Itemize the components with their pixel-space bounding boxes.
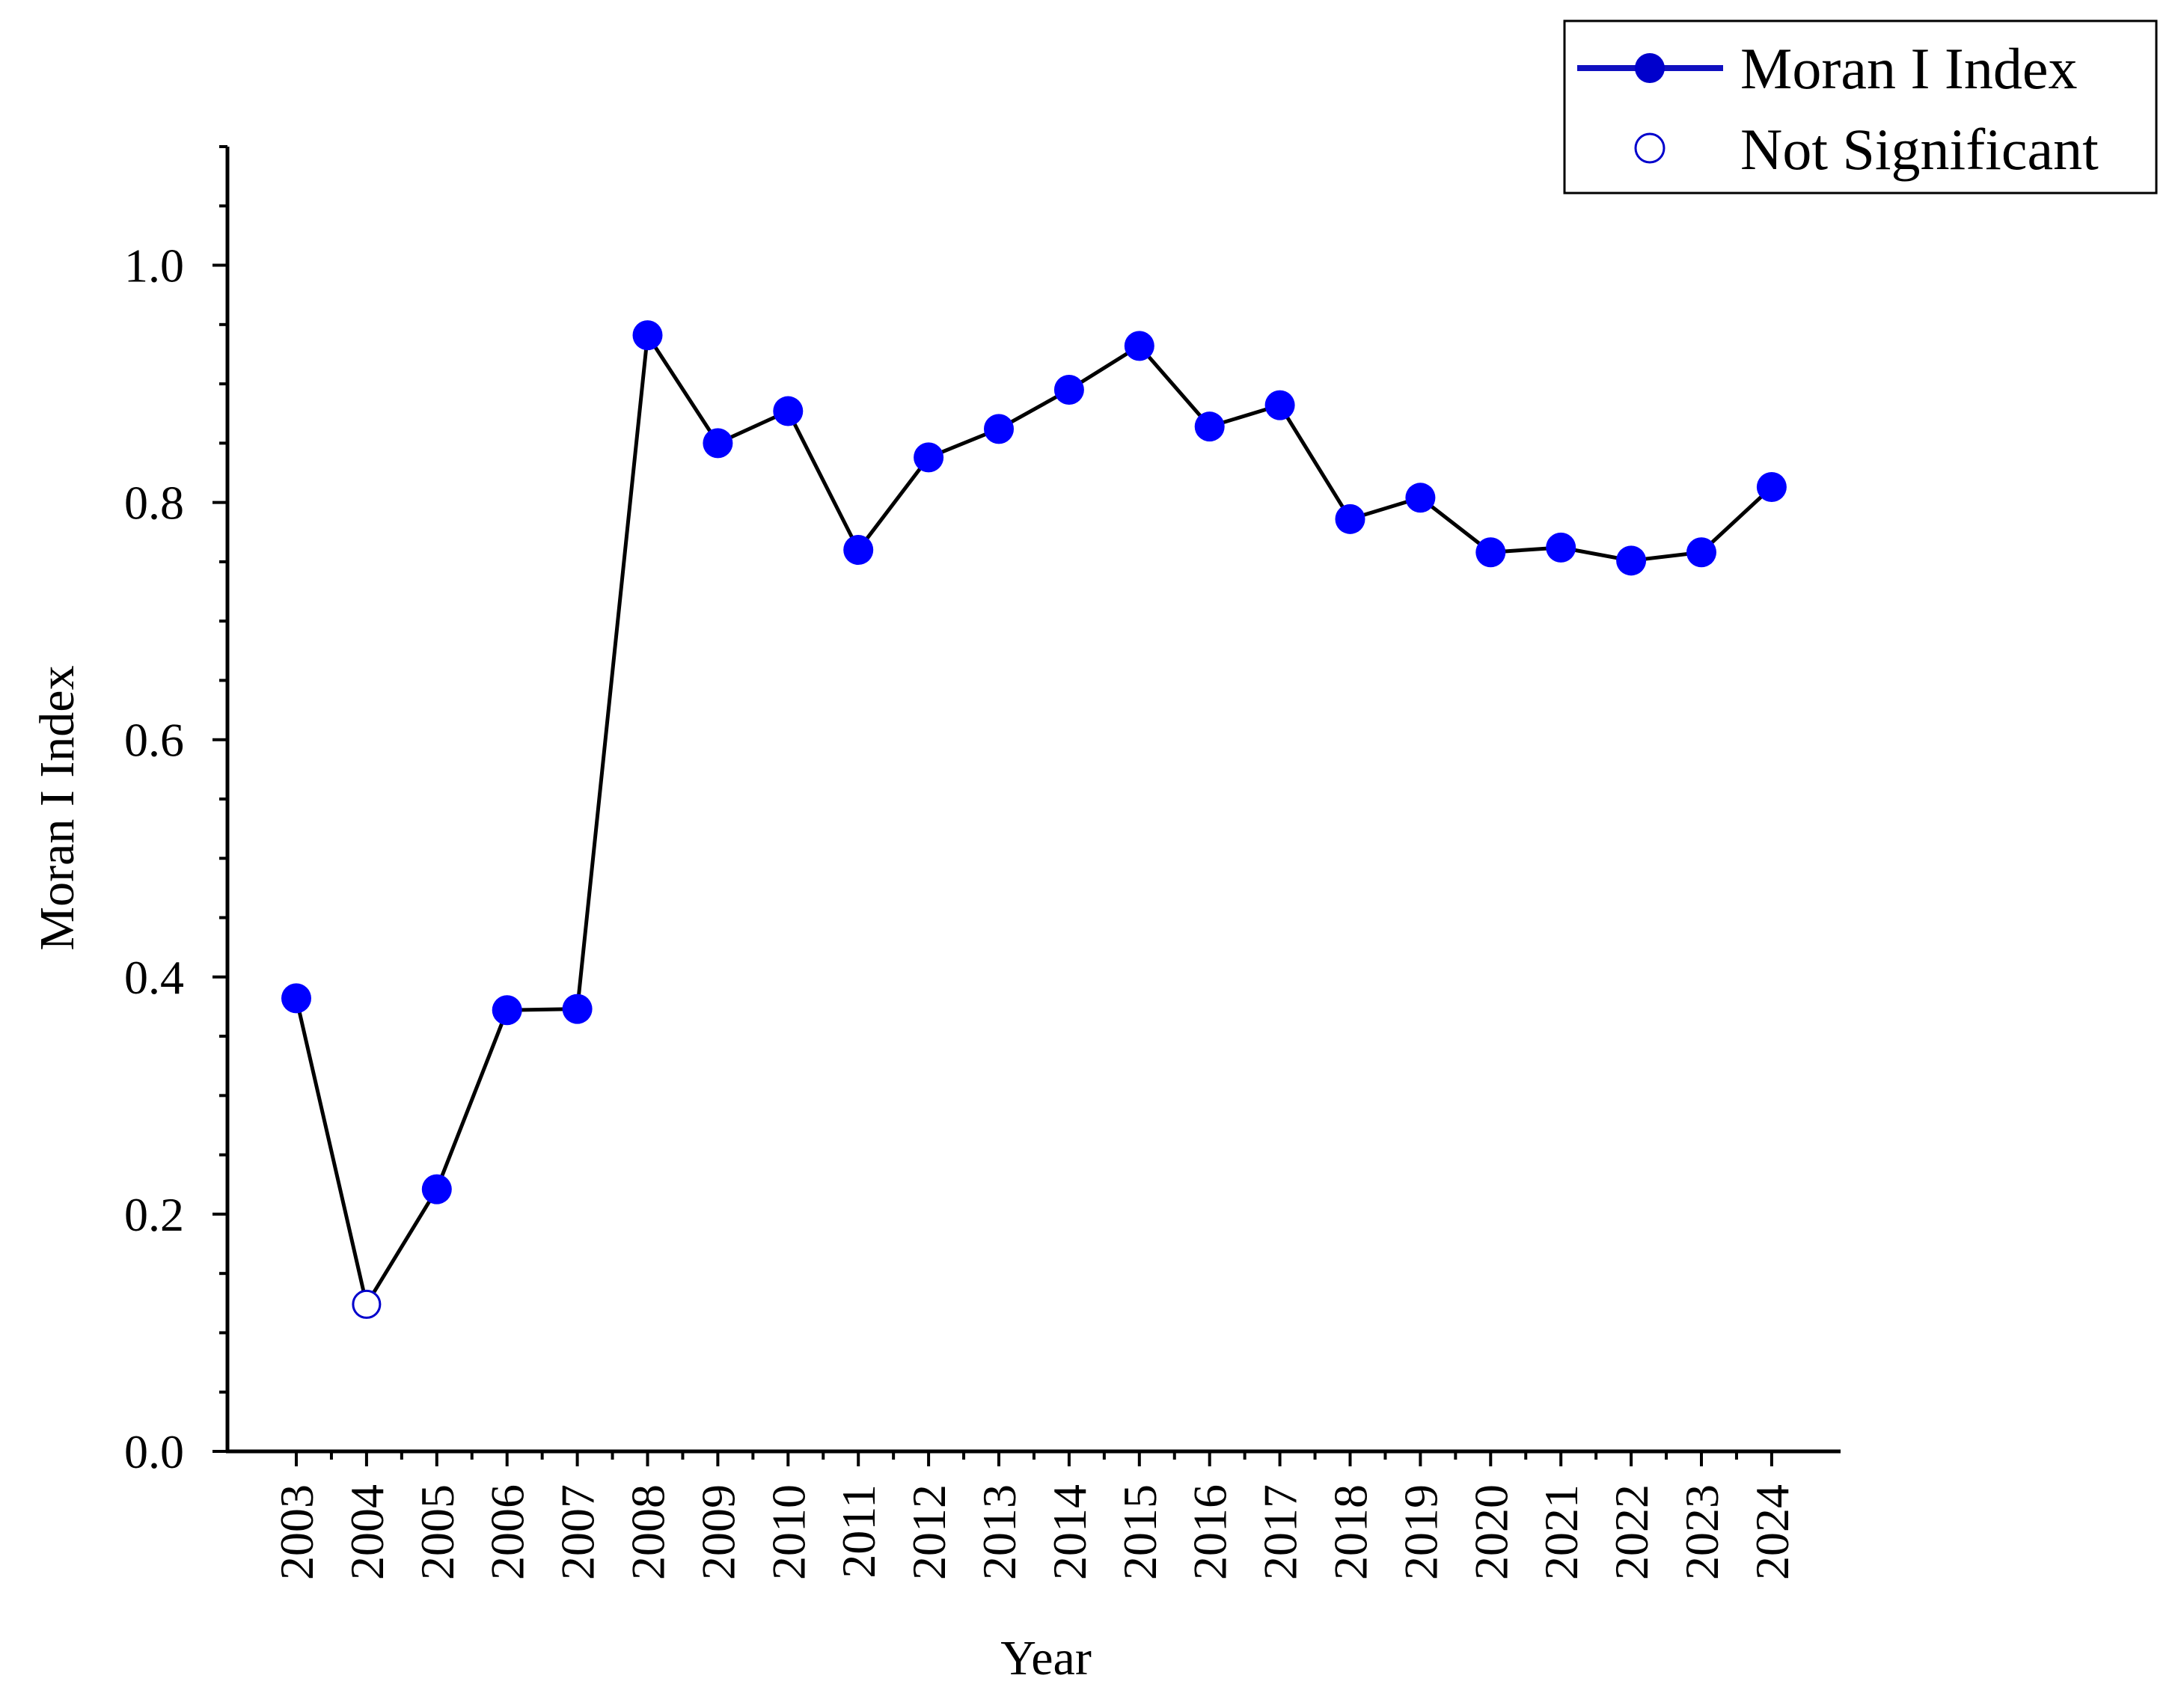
data-point [914, 442, 944, 473]
data-point [492, 995, 522, 1026]
data-point [1053, 375, 1084, 405]
data-point [1616, 545, 1647, 576]
x-tick-label: 2003 [270, 1484, 323, 1580]
legend: Moran I Index Not Significant [1563, 19, 2158, 195]
y-axis-title: Moran I Index [30, 665, 85, 950]
x-tick-label: 2008 [622, 1484, 675, 1580]
data-point [632, 320, 663, 351]
data-point [1756, 472, 1787, 503]
x-tick-label: 2004 [340, 1484, 394, 1580]
y-tick-label: 0.4 [124, 951, 184, 1004]
data-point [1335, 503, 1365, 534]
x-tick-label: 2022 [1605, 1484, 1658, 1580]
x-tick-label: 2019 [1394, 1484, 1447, 1580]
x-tick-label: 2021 [1535, 1484, 1588, 1580]
data-point [1264, 390, 1295, 420]
x-tick-label: 2009 [691, 1484, 744, 1580]
x-tick-label: 2015 [1113, 1484, 1166, 1580]
data-point [281, 983, 311, 1014]
x-tick-label: 2024 [1746, 1484, 1799, 1580]
x-tick-label: 2006 [481, 1484, 534, 1580]
data-point [1124, 331, 1154, 361]
x-axis-title: Year [1000, 1631, 1092, 1686]
legend-label-moran-i-index: Moran I Index [1740, 36, 2078, 101]
y-tick-label: 0.6 [124, 714, 184, 767]
data-point [773, 396, 804, 426]
data-point [843, 535, 874, 566]
data-point [1686, 537, 1716, 568]
data-point [703, 428, 733, 459]
legend-box [1563, 19, 2158, 195]
x-tick-label: 2014 [1043, 1484, 1096, 1580]
axes [225, 147, 1841, 1454]
y-tick-label: 0.0 [124, 1425, 184, 1478]
y-tick-label: 0.2 [124, 1188, 184, 1241]
y-axis-ticks: 0.0 0.2 0.4 0.6 0.8 1.0 [124, 145, 227, 1478]
y-tick-label: 0.8 [124, 477, 184, 530]
y-tick-label: 1.0 [124, 239, 184, 293]
x-tick-label: 2023 [1675, 1484, 1728, 1580]
data-point [562, 994, 593, 1024]
data-point [1405, 483, 1436, 513]
x-tick-label: 2016 [1184, 1484, 1237, 1580]
data-point [1475, 537, 1506, 568]
legend-open-marker [1634, 132, 1665, 164]
data-markers [281, 320, 1787, 1319]
x-tick-label: 2020 [1464, 1484, 1517, 1580]
x-tick-label: 2010 [762, 1484, 815, 1580]
x-tick-label: 2017 [1254, 1484, 1307, 1580]
x-tick-label: 2013 [973, 1484, 1026, 1580]
x-tick-label: 2012 [902, 1484, 955, 1580]
legend-label-not-significant: Not Significant [1740, 117, 2099, 182]
legend-filled-marker [1635, 53, 1665, 83]
x-tick-label: 2018 [1324, 1484, 1377, 1580]
data-point [421, 1174, 452, 1204]
x-tick-label: 2005 [411, 1484, 464, 1580]
x-axis-ticks: 2003 2004 2005 2006 2007 2008 2009 2010 2011 2012… [270, 1451, 1799, 1580]
series-line-moran-i-index [294, 333, 1773, 1306]
data-point [1546, 532, 1576, 563]
data-point [984, 414, 1014, 444]
data-point-not-significant [352, 1289, 382, 1319]
x-tick-label: 2011 [832, 1484, 885, 1579]
x-tick-label: 2007 [551, 1484, 605, 1580]
data-point [1194, 411, 1225, 442]
